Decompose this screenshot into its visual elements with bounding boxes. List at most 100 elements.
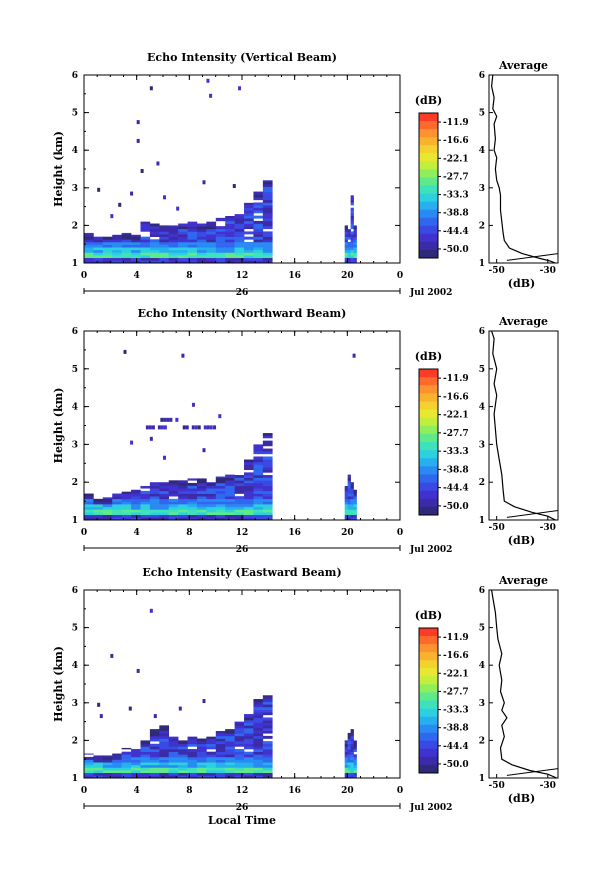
heatmap-cell [253,490,264,494]
heatmap-cell [206,231,217,235]
heatmap-cell [159,496,170,500]
heatmap-cell [350,504,354,508]
heatmap-cell [350,517,354,521]
heatmap-cell [121,506,132,510]
heatmap-cell [84,504,94,508]
heatmap-cell [262,749,273,752]
heatmap-cell [262,199,273,203]
heatmap-cell [131,517,141,521]
heatmap-cell [168,252,179,256]
heatmap-cell [149,228,160,232]
heatmap-cell [187,764,198,768]
average-x-tick-label: -30 [540,523,556,533]
heatmap-cell [225,216,235,219]
heatmap-cell [225,244,235,248]
heatmap-cell [121,498,132,502]
heatmap-cell [102,497,113,500]
heatmap-cell [353,772,357,776]
heatmap-cell [206,762,217,766]
heatmap-cell [353,759,357,763]
heatmap-cell [149,770,160,774]
heatmap-cell [196,762,207,766]
heatmap-cell [244,720,254,724]
heatmap-cell [112,255,122,259]
echo-point [149,608,153,613]
heatmap-cell [140,775,151,779]
heatmap-cell [347,767,351,771]
heatmap-cell [350,241,354,245]
heatmap-cell [353,756,357,760]
heatmap-cell [215,247,226,251]
heatmap-cell [149,756,160,760]
heatmap-cell [244,498,254,502]
echo-point [123,349,127,354]
heatmap-cell [121,236,132,240]
heatmap-cell [225,257,235,261]
heatmap-cell [344,260,348,264]
heatmap-cell [234,241,245,245]
heatmap-cell [112,770,122,774]
heatmap-cell [160,417,164,422]
heatmap-cell [344,257,348,261]
heatmap-cell [84,762,94,766]
x-tick-label: 16 [288,528,301,538]
heatmap-cell [353,236,357,240]
heatmap-cell [350,775,354,779]
colorbar-frame [418,627,439,774]
heatmap-cell [253,501,264,505]
heatmap-cell [353,226,357,230]
heatmap-cell [93,759,104,763]
colorbar-swatch [419,185,438,194]
heatmap-cell [93,506,104,510]
heatmap-cell [225,770,235,774]
heatmap-cell [178,234,188,237]
heatmap-cell [262,746,273,750]
colorbar-swatch [419,692,438,701]
heatmap-cell [215,517,226,521]
heatmap-cell [262,741,273,745]
heatmap-cell [262,197,273,201]
heatmap-cell [344,740,348,742]
heatmap-cell [102,498,113,502]
heatmap-cell [182,425,186,430]
heatmap-cell [347,759,351,763]
heatmap-cell [93,509,104,513]
heatmap-cell [344,244,348,248]
heatmap-cell [121,493,132,497]
heatmap-cell [178,762,188,766]
heatmap-cell [215,506,226,510]
heatmap-cell [225,485,235,489]
colorbar-swatch [419,241,438,251]
heatmap-cell [262,207,273,211]
heatmap-cell [168,738,179,742]
x-tick-label: 0 [81,271,87,281]
heatmap-cell [140,512,151,516]
heatmap-cell [253,464,264,468]
heatmap-cell [253,244,264,248]
heatmap-cell [350,756,354,760]
heatmap-cell [244,738,254,742]
heatmap-cell [262,433,273,436]
heatmap-cell [215,226,226,230]
heatmap-cell [347,775,351,779]
heatmap-cell [350,199,354,203]
y-tick-label: 5 [72,109,78,119]
heatmap-cell [159,244,170,248]
heatmap-cell [206,767,217,771]
heatmap-cell [234,727,245,731]
colorbar-swatch [419,748,438,758]
heatmap-cell [93,504,104,508]
heatmap-cell [163,417,167,422]
colorbar-swatch [419,145,438,154]
echo-point [136,668,140,673]
heatmap-cell [262,485,273,489]
heatmap-cell [196,247,207,251]
heatmap-cell [149,506,160,510]
heatmap-cell [196,239,207,243]
heatmap-cell [168,746,179,750]
heatmap-cell [350,749,354,752]
heatmap-cell [253,743,264,747]
heatmap-cell [102,756,113,760]
heatmap-cell [93,775,104,779]
echo-point [130,191,134,196]
